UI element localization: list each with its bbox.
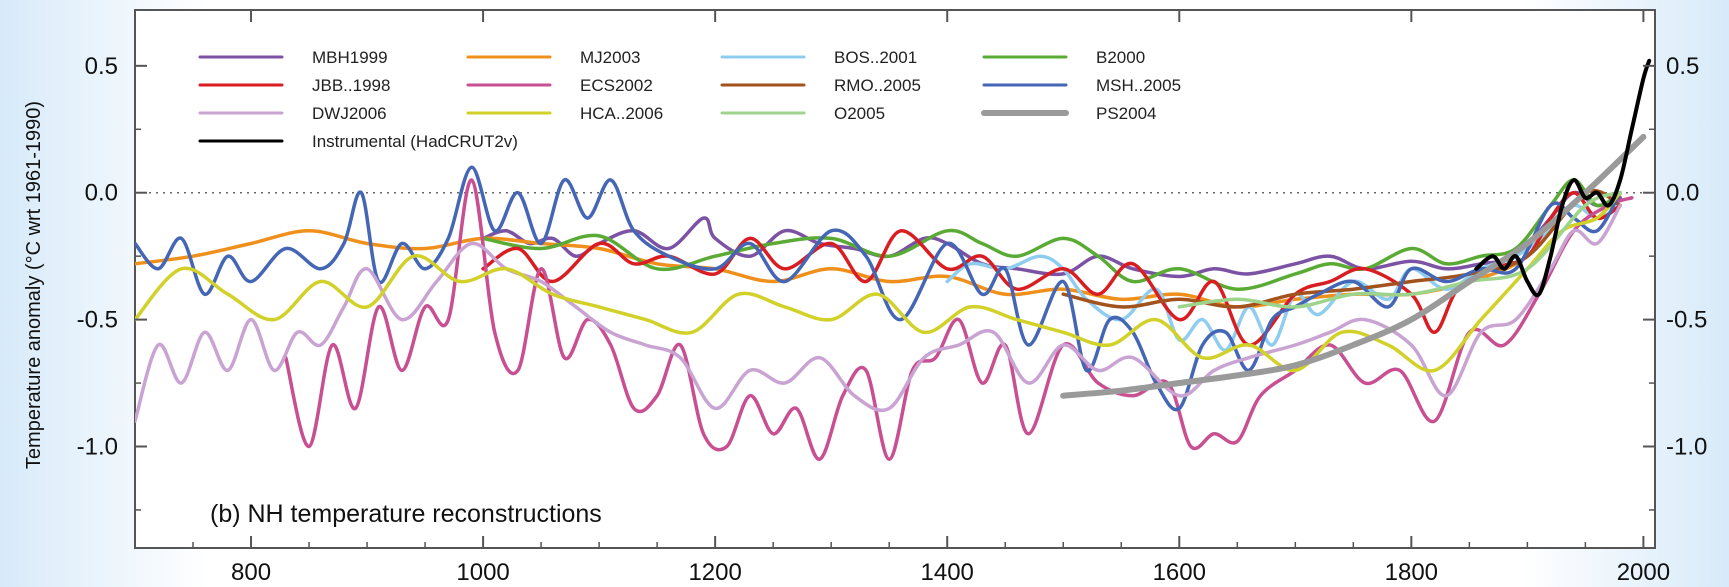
x-tick-label: 1400 [921,559,974,586]
legend-label-instrumental-hadcrut2v: Instrumental (HadCRUT2v) [312,132,518,151]
legend-label-mbh1999: MBH1999 [312,48,388,67]
y-tick-label-right: 0.0 [1666,180,1699,207]
series-line-rmo-2005 [1061,188,1622,309]
legend-label-b2000: B2000 [1096,48,1145,67]
legend-label-bos-2001: BOS..2001 [834,48,917,67]
legend-label-msh-2005: MSH..2005 [1096,76,1181,95]
series-line-b2000 [481,178,1622,291]
legend-label-rmo-2005: RMO..2005 [834,76,921,95]
series-line-ecs2002 [284,178,1634,461]
y-axis-label: Temperature anomaly (°C wrt 1961-1990) [23,101,45,469]
y-tick-label-right: 0.5 [1666,53,1699,80]
y-tick-label-right: -0.5 [1666,307,1707,334]
y-tick-label-left: -0.5 [77,307,118,334]
axes-layer: 800 1000 1200 1400 1600 1800 2000 0.5 0.5 0.0 0.0 -… [77,10,1707,586]
x-tick-label: 1600 [1153,559,1206,586]
legend-label-ps2004: PS2004 [1096,104,1157,123]
series-line-hca-2006 [135,190,1622,373]
legend-label-jbb-1998: JBB..1998 [312,76,390,95]
series-line-o2005 [1177,190,1622,309]
legend-label-ecs2002: ECS2002 [580,76,653,95]
y-tick-label-left: -1.0 [77,433,118,460]
series-layer [135,58,1652,461]
series-line-dwj2006 [135,203,1622,423]
legend-label-hca-2006: HCA..2006 [580,104,663,123]
legend-label-o2005: O2005 [834,104,885,123]
y-tick-label-left: 0.0 [85,180,118,207]
chart-title: (b) NH temperature reconstructions [210,500,602,528]
series-line-ps2004 [1060,133,1647,399]
y-tick-label-left: 0.5 [85,53,118,80]
x-tick-label: 1000 [456,559,509,586]
x-tick-label: 2000 [1617,559,1670,586]
series-line-instrumental-hadcrut2v [1474,58,1652,298]
legend: MBH1999 MJ2003 BOS..2001 B2000 JBB..1998 ECS2… [198,48,1181,151]
series-line-msh-2005 [135,165,1622,412]
x-tick-label: 800 [231,559,271,586]
y-tick-label-right: -1.0 [1666,433,1707,460]
x-tick-label: 1200 [688,559,741,586]
legend-label-dwj2006: DWJ2006 [312,104,387,123]
x-tick-label: 1800 [1385,559,1438,586]
legend-label-mj2003: MJ2003 [580,48,640,67]
